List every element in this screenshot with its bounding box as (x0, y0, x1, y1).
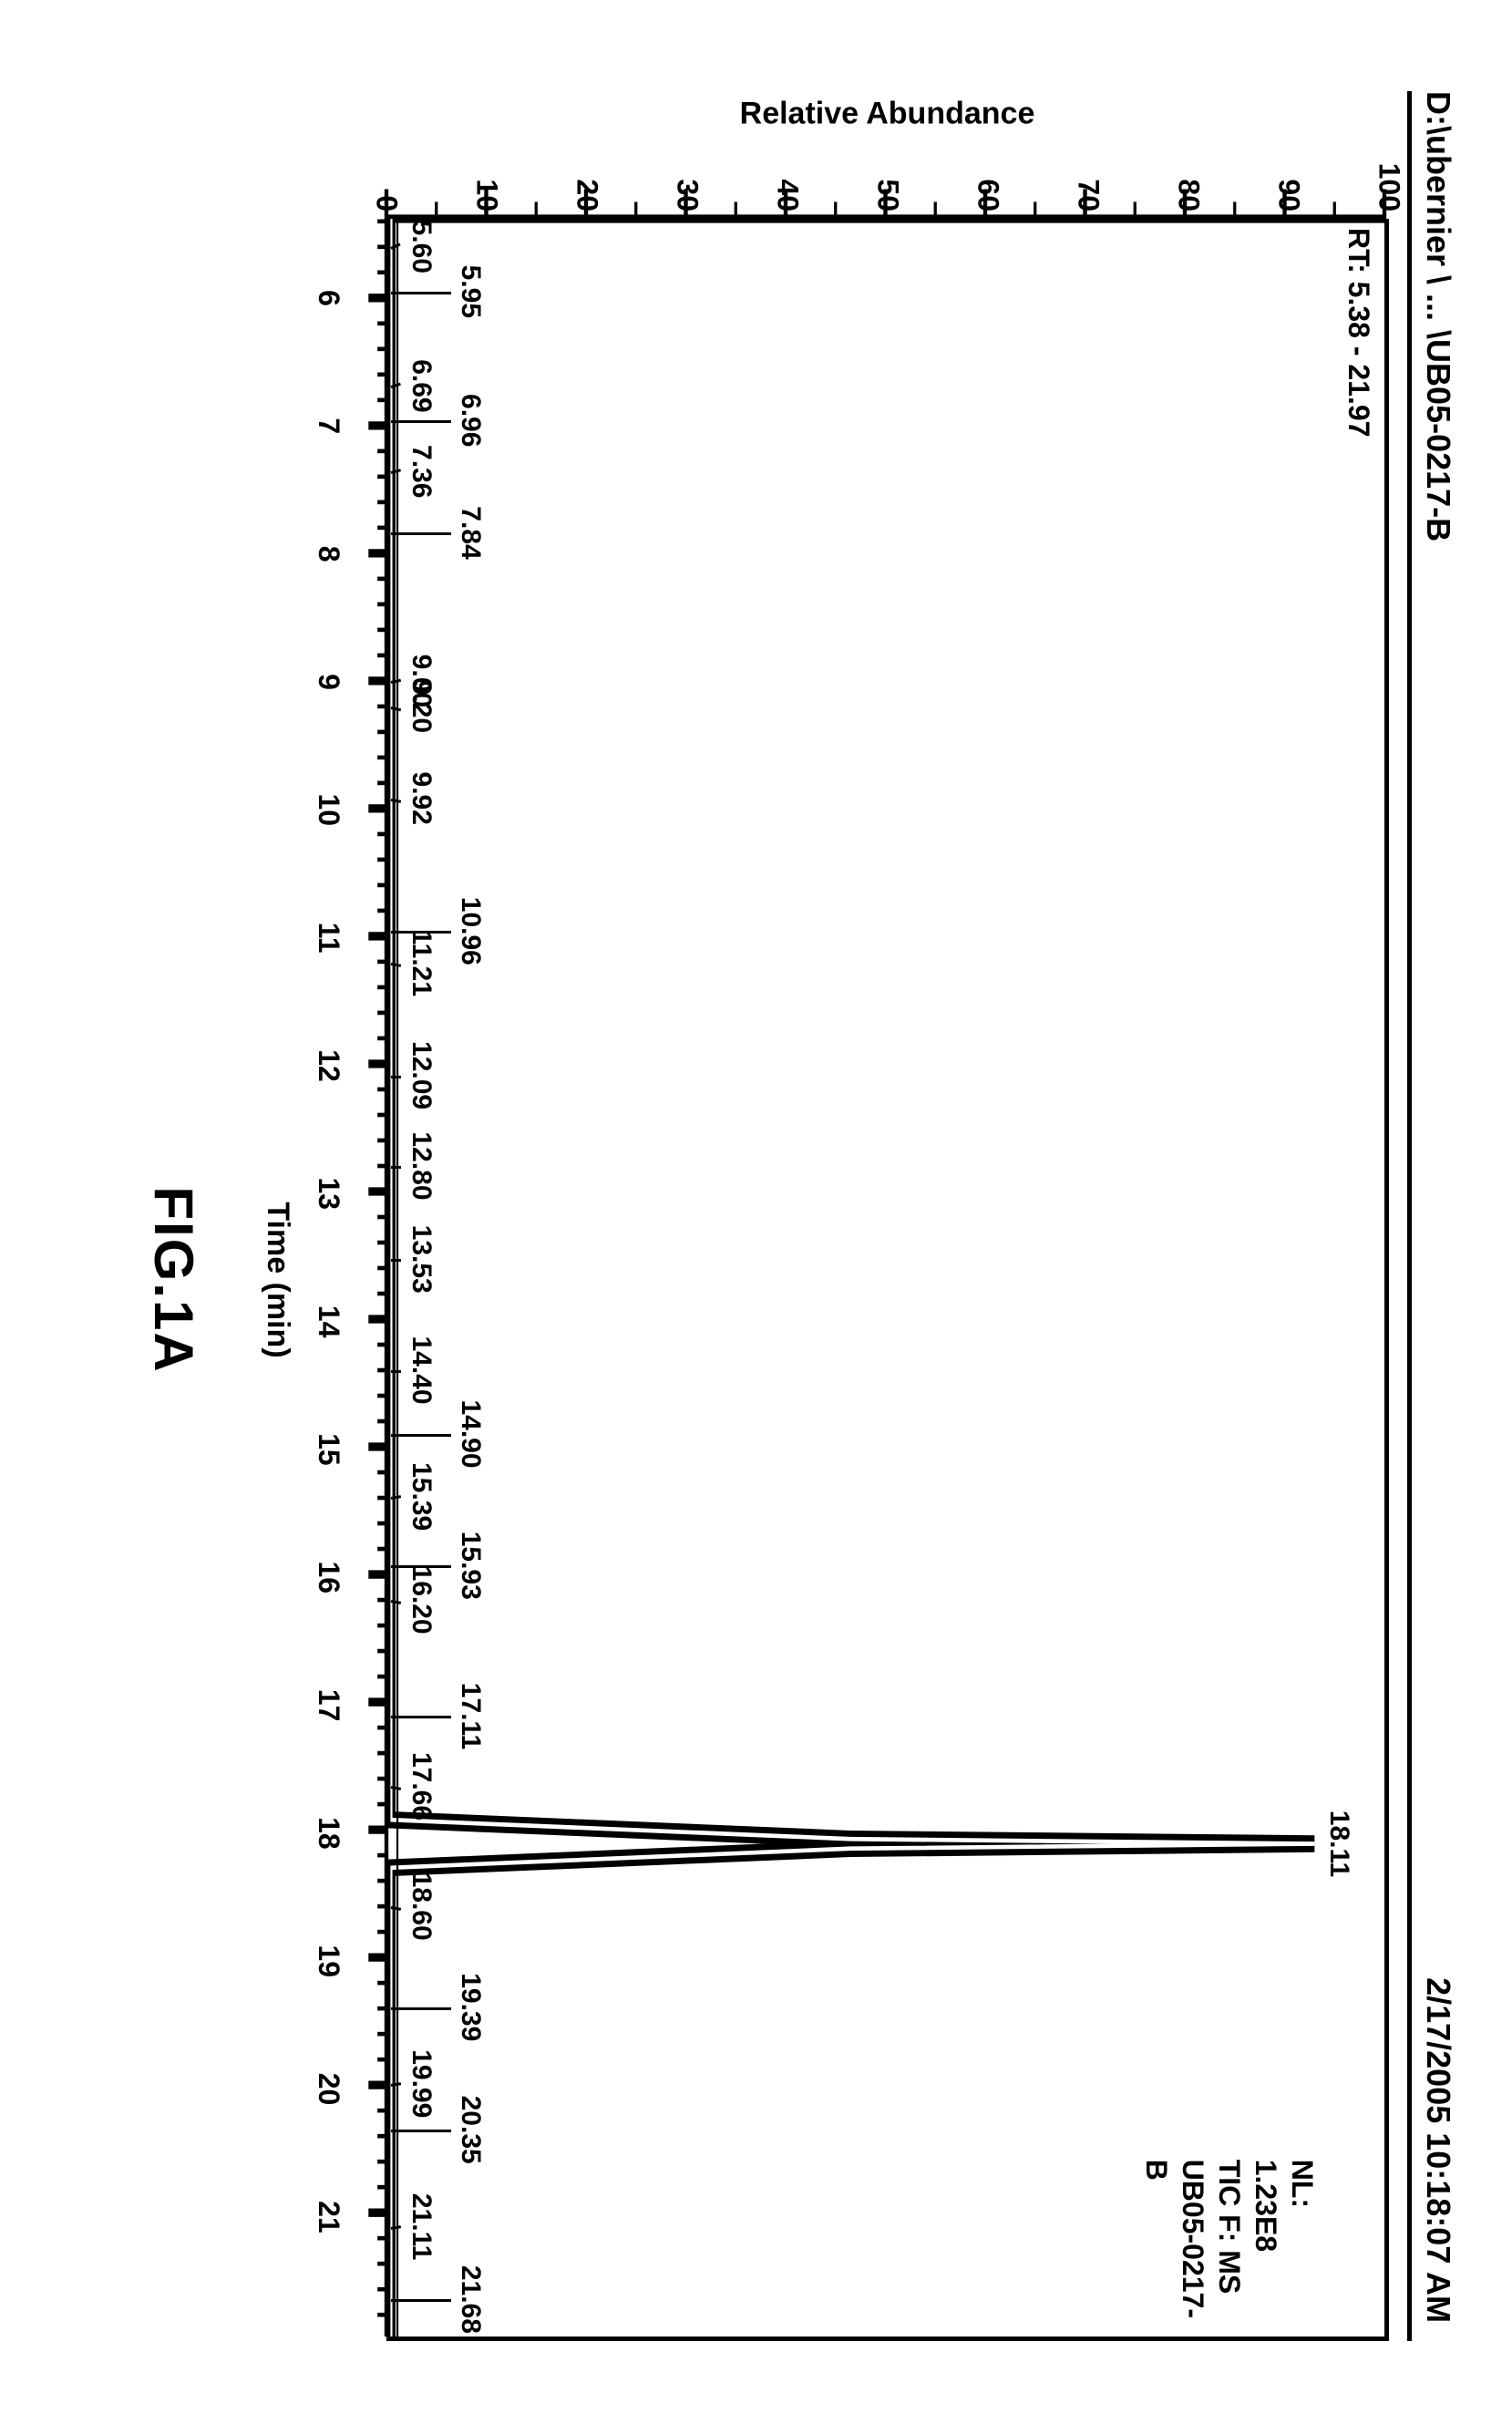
peak-leader (392, 292, 452, 294)
legend-line: NL: (1284, 2160, 1321, 2318)
peak-label: 5.60 (406, 221, 437, 273)
peak-leader (391, 1259, 401, 1262)
x-tick-label: 7 (312, 418, 345, 434)
peak-label: 7.36 (406, 445, 437, 498)
peak-label: 17.66 (406, 1752, 437, 1821)
x-tick-label: 14 (312, 1305, 345, 1338)
x-tick-label: 11 (312, 923, 345, 954)
header-divider (1407, 91, 1412, 2341)
y-tick-label: 90 (1272, 179, 1306, 211)
peak-label: 21.11 (406, 2193, 437, 2260)
x-tick-label: 15 (312, 1433, 345, 1466)
peak-label: 15.39 (406, 1462, 437, 1531)
peak-label: 6.96 (456, 394, 487, 447)
peak-label: 9.92 (406, 772, 437, 825)
chromatogram-svg (386, 219, 1384, 2337)
x-tick-label: 17 (312, 1689, 345, 1722)
peak-leader (392, 2130, 452, 2132)
y-tick-label: 50 (871, 179, 905, 211)
filepath-text: D:\ubernier \ ... \UB05-0217-B (1419, 91, 1457, 542)
x-tick-label: 18 (312, 1817, 345, 1850)
peak-label: 18.60 (406, 1872, 437, 1941)
peak-leader (392, 1716, 452, 1718)
peak-label: 12.09 (406, 1041, 437, 1109)
peak-label: 21.68 (456, 2265, 487, 2334)
peak-label: 12.80 (406, 1131, 437, 1200)
peak-leader (391, 1370, 401, 1373)
header-row: D:\ubernier \ ... \UB05-0217-B 2/17/2005… (1419, 91, 1457, 2341)
x-axis: 6 7 8 9 10 11 12 13 14 15 16 17 18 19 20 21 (304, 219, 386, 2341)
x-tick-label: 19 (312, 1945, 345, 1977)
peak-label: 10.96 (456, 897, 487, 965)
x-tick-label: 9 (312, 674, 345, 690)
y-tick-label: 60 (972, 179, 1005, 211)
legend-line: UB05-0217- (1175, 2160, 1211, 2318)
legend-box: NL: 1.23E8 TIC F: MS UB05-0217- B (1138, 2160, 1321, 2318)
plot-area: RT: 5.38 - 21.97 NL: 1.23E8 TIC F: MS UB… (386, 219, 1389, 2341)
peak-label: 14.40 (406, 1336, 437, 1404)
timestamp-text: 2/17/2005 10:18:07 AM (1419, 1977, 1457, 2323)
peak-label: 19.39 (456, 1973, 487, 2041)
legend-line: 1.23E8 (1248, 2160, 1284, 2318)
peak-leader (391, 1076, 401, 1078)
peak-label: 11.21 (406, 930, 437, 996)
peak-label: 16.20 (406, 1566, 437, 1635)
x-tick-label: 12 (312, 1049, 345, 1082)
peak-label: 13.53 (406, 1225, 437, 1294)
peak-label: 18.11 (1323, 1810, 1354, 1877)
x-tick-label: 10 (312, 794, 345, 827)
peak-leader (392, 1434, 452, 1437)
peak-label: 15.93 (456, 1532, 487, 1600)
peak-leader (392, 2007, 452, 2010)
x-tick-label: 16 (312, 1561, 345, 1594)
x-tick-label: 6 (312, 290, 345, 306)
y-tick-label: 100 (1373, 163, 1406, 211)
peak-label: 7.84 (456, 506, 487, 559)
peak-label: 19.99 (406, 2049, 437, 2118)
peak-label: 9.20 (406, 680, 437, 733)
rt-range-label: RT: 5.38 - 21.97 (1342, 228, 1375, 437)
peak-leader (391, 1166, 401, 1169)
peak-label: 6.69 (406, 359, 437, 412)
peak-leader (392, 532, 452, 535)
figure-caption: FIG.1A (142, 219, 205, 2341)
peak-label: 17.11 (456, 1683, 487, 1749)
x-tick-label: 20 (312, 2073, 345, 2106)
legend-line: TIC F: MS (1211, 2160, 1248, 2318)
y-tick-label: 70 (1072, 179, 1106, 211)
x-tick-label: 13 (312, 1177, 345, 1210)
x-tick-label: 21 (312, 2201, 345, 2233)
legend-line: B (1138, 2160, 1175, 2318)
peak-leader (392, 2299, 452, 2302)
peak-leader (392, 420, 452, 423)
peak-label: 5.95 (456, 265, 487, 318)
x-tick-label: 8 (312, 546, 345, 562)
y-axis-label: Relative Abundance (740, 97, 1035, 132)
y-tick-label: 80 (1172, 179, 1206, 211)
plot-wrapper: Relative Abundance 010203040506070809010… (386, 91, 1389, 2341)
x-axis-label: Time (min) (260, 219, 295, 2341)
ylabel-container: Relative Abundance (386, 91, 1389, 137)
peak-label: 20.35 (456, 2096, 487, 2164)
peak-label: 14.90 (456, 1399, 487, 1468)
